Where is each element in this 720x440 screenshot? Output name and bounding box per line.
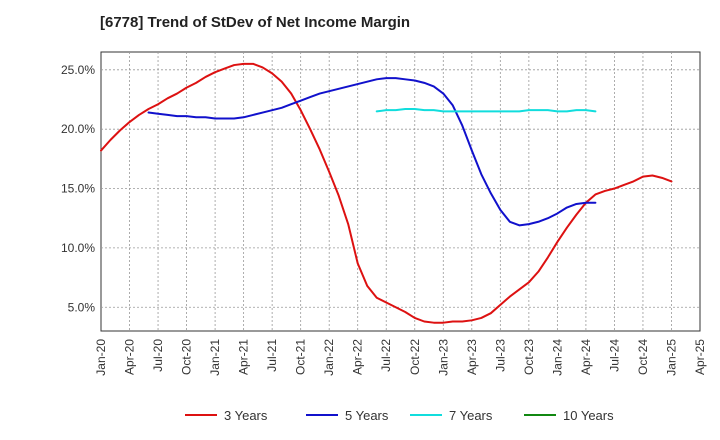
y-tick-label: 20.0% (61, 122, 95, 136)
y-tick-label: 10.0% (61, 241, 95, 255)
grid-lines (101, 52, 700, 331)
x-tick-label: Apr-20 (123, 339, 137, 375)
x-tick-label: Oct-23 (522, 339, 536, 375)
x-tick-label: Jan-22 (322, 339, 336, 376)
legend-label: 7 Years (449, 408, 493, 423)
x-tick-label: Jan-23 (436, 339, 450, 376)
y-tick-label: 5.0% (68, 300, 96, 314)
chart-title: [6778] Trend of StDev of Net Income Marg… (100, 14, 411, 31)
x-tick-label: Apr-24 (579, 339, 593, 375)
plot-area (100, 51, 701, 332)
x-tick-label: Jul-24 (607, 339, 621, 372)
x-tick-label: Apr-21 (237, 339, 251, 375)
x-tick-label: Jan-25 (664, 339, 678, 376)
series-lines (100, 62, 673, 324)
x-tick-label: Jan-21 (208, 339, 222, 376)
x-tick-label: Jul-23 (493, 339, 507, 372)
series-line-7-years (375, 107, 597, 113)
x-tick-label: Apr-23 (465, 339, 479, 375)
legend-label: 3 Years (224, 408, 268, 423)
x-tick-label: Oct-20 (180, 339, 194, 375)
axis-labels: Jan-20 Apr-20 Jul-20 Oct-20 Jan-21 Apr-21 Jul-… (61, 63, 707, 376)
y-tick-label: 15.0% (61, 182, 95, 196)
legend-label: 5 Years (345, 408, 389, 423)
x-tick-label: Apr-22 (351, 339, 365, 375)
legend-label: 10 Years (563, 408, 614, 423)
series-line-5-years (147, 77, 597, 227)
x-tick-label: Jul-21 (265, 339, 279, 372)
x-tick-label: Oct-21 (294, 339, 308, 375)
x-tick-label: Jul-20 (151, 339, 165, 372)
x-tick-label: Jan-20 (94, 339, 108, 376)
y-tick-label: 25.0% (61, 63, 95, 77)
x-tick-label: Apr-25 (693, 339, 707, 375)
x-tick-label: Oct-24 (636, 339, 650, 375)
series-line-3-years (100, 62, 673, 324)
x-tick-label: Oct-22 (408, 339, 422, 375)
legend: 3 Years 5 Years 7 Years 10 Years (185, 408, 614, 423)
x-tick-label: Jul-22 (379, 339, 393, 372)
x-tick-label: Jan-24 (550, 339, 564, 376)
